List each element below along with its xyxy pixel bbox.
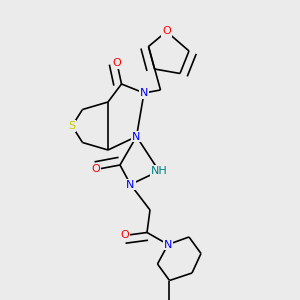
Text: NH: NH — [151, 166, 167, 176]
Text: N: N — [164, 239, 172, 250]
Text: O: O — [120, 230, 129, 241]
Text: N: N — [126, 179, 135, 190]
Text: S: S — [68, 121, 76, 131]
Text: O: O — [92, 164, 100, 175]
Text: N: N — [140, 88, 148, 98]
Text: O: O — [162, 26, 171, 37]
Text: N: N — [132, 131, 141, 142]
Text: O: O — [112, 58, 122, 68]
